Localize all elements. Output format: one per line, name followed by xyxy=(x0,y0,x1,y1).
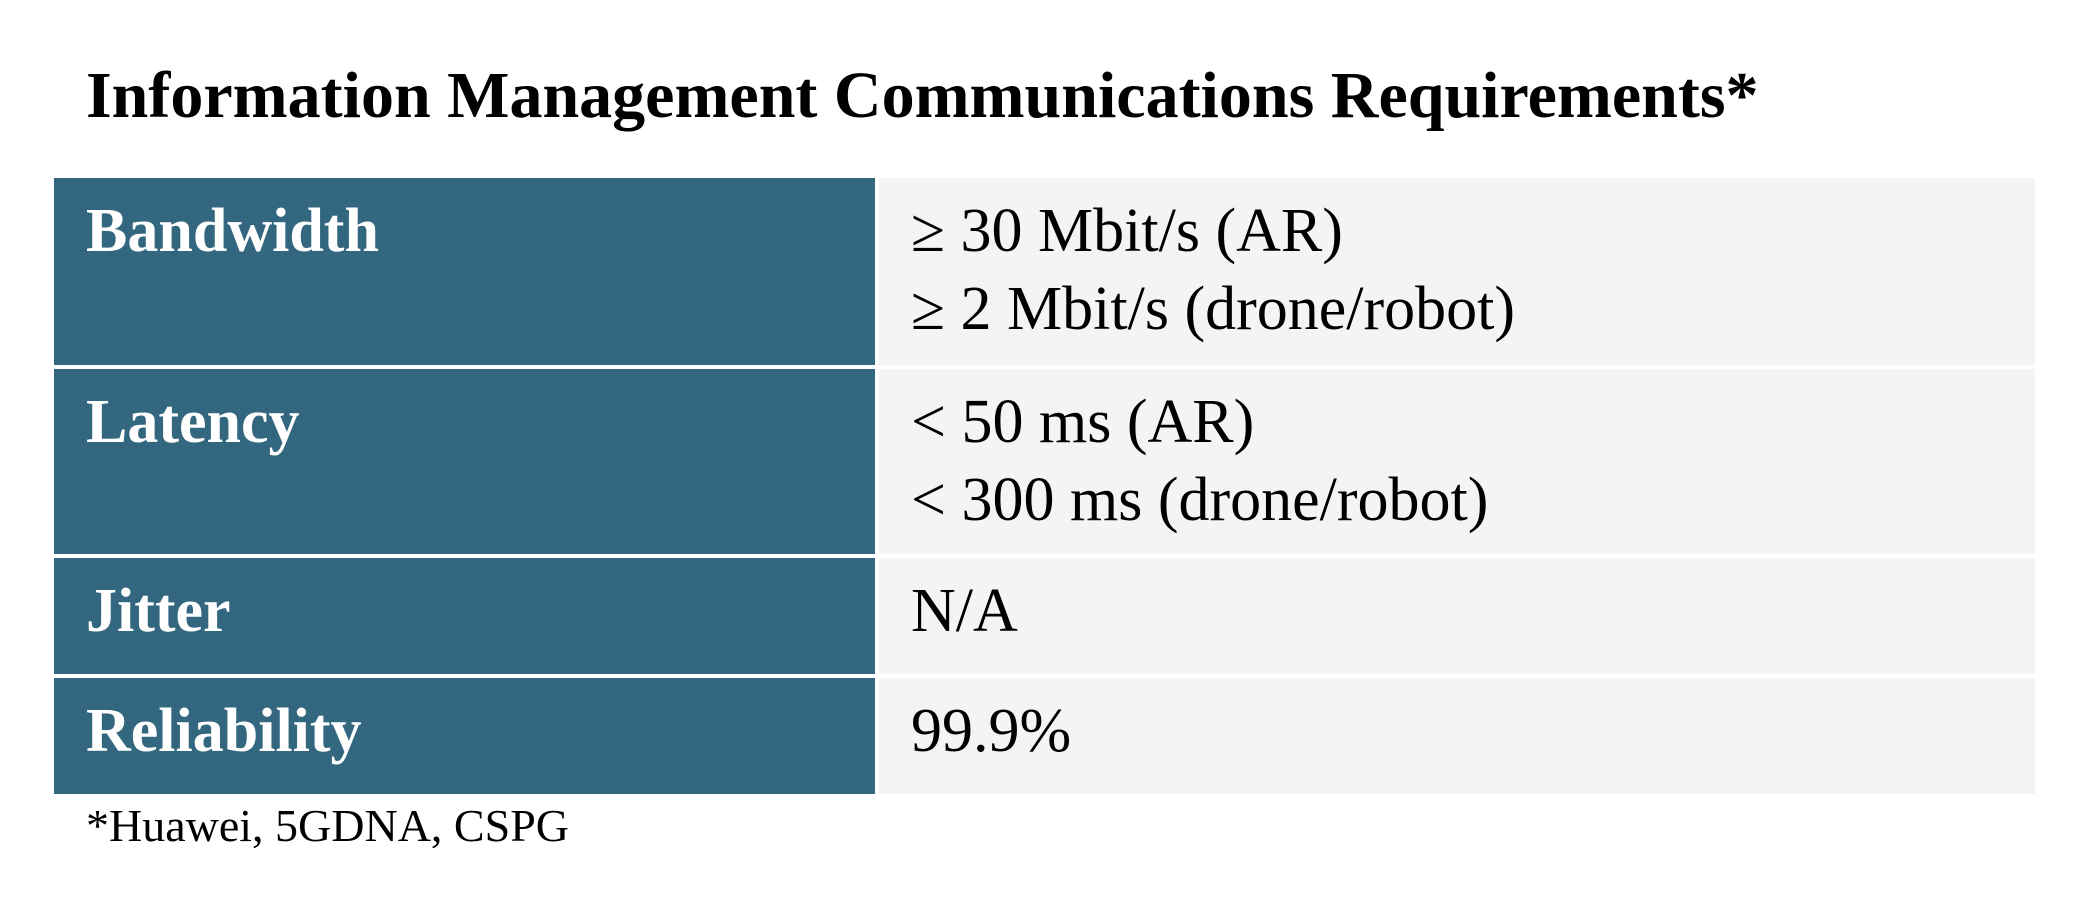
row-label-cell: Reliability xyxy=(54,676,879,794)
table-row-jitter: Jitter N/A xyxy=(54,556,2035,678)
row-label: Reliability xyxy=(86,697,362,765)
row-label-cell: Jitter xyxy=(54,556,879,678)
row-label-cell: Bandwidth xyxy=(54,178,879,369)
row-value-cell: 99.9% xyxy=(877,676,2035,794)
value-line: N/A xyxy=(911,577,1018,645)
row-values: 99.9% xyxy=(911,678,2035,770)
page-title: Information Management Communications Re… xyxy=(86,59,1759,132)
row-label: Bandwidth xyxy=(86,197,379,265)
value-line: < 50 ms (AR) xyxy=(911,388,1255,456)
row-label-cell: Latency xyxy=(54,367,879,558)
row-values: < 50 ms (AR) < 300 ms (drone/robot) xyxy=(911,369,2035,539)
row-values: N/A xyxy=(911,558,2035,650)
value-line: 99.9% xyxy=(911,697,1072,765)
requirements-table: Bandwidth ≥ 30 Mbit/s (AR) ≥ 2 Mbit/s (d… xyxy=(54,178,2035,794)
value-line: < 300 ms (drone/robot) xyxy=(911,466,1489,534)
table-row-latency: Latency < 50 ms (AR) < 300 ms (drone/rob… xyxy=(54,367,2035,558)
value-line: ≥ 30 Mbit/s (AR) xyxy=(911,197,1343,265)
table-row-reliability: Reliability 99.9% xyxy=(54,676,2035,794)
source-footnote: *Huawei, 5GDNA, CSPG xyxy=(86,800,569,851)
table-row-bandwidth: Bandwidth ≥ 30 Mbit/s (AR) ≥ 2 Mbit/s (d… xyxy=(54,178,2035,369)
row-label: Jitter xyxy=(86,577,231,645)
row-values: ≥ 30 Mbit/s (AR) ≥ 2 Mbit/s (drone/robot… xyxy=(911,178,2035,348)
row-label: Latency xyxy=(86,388,300,456)
row-value-cell: N/A xyxy=(877,556,2035,678)
row-value-cell: < 50 ms (AR) < 300 ms (drone/robot) xyxy=(877,367,2035,558)
value-line: ≥ 2 Mbit/s (drone/robot) xyxy=(911,275,1516,343)
row-value-cell: ≥ 30 Mbit/s (AR) ≥ 2 Mbit/s (drone/robot… xyxy=(877,178,2035,369)
